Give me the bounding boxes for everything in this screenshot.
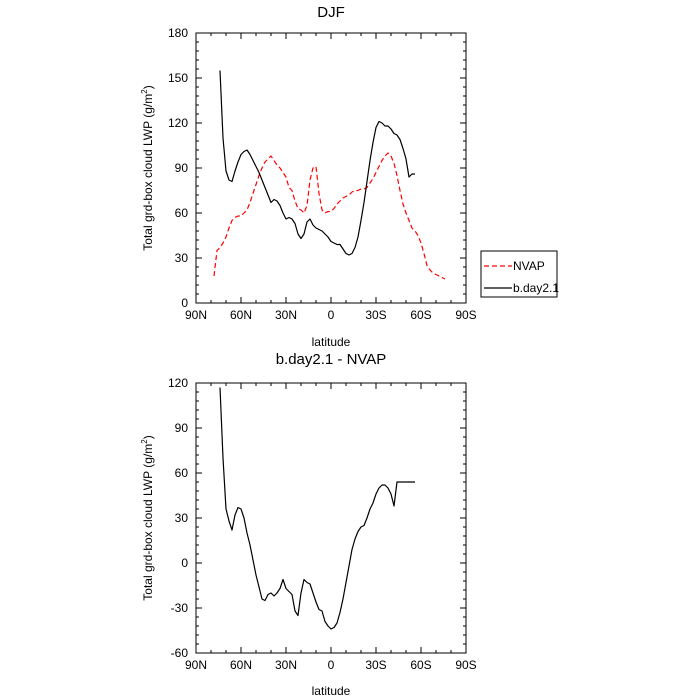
- difference-y-label-close: ): [141, 435, 155, 439]
- difference-y-tick-label: 90: [175, 421, 189, 435]
- difference-x-tick-label: 60S: [410, 658, 431, 672]
- djf-y-tick-label: 0: [181, 296, 188, 310]
- djf-series-line-nvap: [213, 152, 446, 280]
- difference-x-tick-label: 90S: [455, 658, 476, 672]
- difference-y-tick-label: 0: [181, 556, 188, 570]
- difference-x-tick-label: 0: [328, 658, 335, 672]
- djf-y-label-sup: 2: [140, 89, 149, 94]
- djf-series-line-b-day2-1: [219, 70, 415, 256]
- djf-x-tick-label: 30N: [275, 308, 297, 322]
- difference-y-tick-label: 30: [175, 511, 189, 525]
- djf-chart-title: DJF: [317, 4, 345, 21]
- difference-lines: [219, 387, 415, 630]
- difference-y-tick-label: -60: [171, 646, 189, 660]
- djf-x-tick-label: 90S: [455, 308, 476, 322]
- difference-y-tick-label: -30: [171, 601, 189, 615]
- djf-x-tick-label: 90N: [185, 308, 207, 322]
- difference-x-tick-label: 30S: [365, 658, 386, 672]
- djf-y-label-close: ): [141, 85, 155, 89]
- legend-bday-label: b.day2.1: [513, 281, 559, 295]
- difference-panel: b.day2.1 - NVAP 90N 60N 30N 0 30S 60S 90S -60 -3…: [140, 351, 477, 698]
- difference-y-tick-label: 120: [168, 376, 188, 390]
- difference-chart-title: b.day2.1 - NVAP: [276, 351, 387, 368]
- djf-x-tick-label: 60S: [410, 308, 431, 322]
- difference-y-tick-label: 60: [175, 466, 189, 480]
- djf-y-tick-label: 60: [175, 206, 189, 220]
- djf-y-tick-label: 30: [175, 251, 189, 265]
- djf-x-axis-label: latitude: [312, 335, 351, 349]
- djf-panel: DJF 90N 60N 30N 0 30S 60S 90S0306090120150180 …: [140, 4, 477, 349]
- difference-x-tick-label: 30N: [275, 658, 297, 672]
- difference-y-label-sup: 2: [140, 439, 149, 444]
- djf-x-tick-label: 0: [328, 308, 335, 322]
- difference-x-axis-label: latitude: [312, 684, 351, 698]
- djf-y-tick-label: 90: [175, 161, 189, 175]
- djf-x-tick-label: 60N: [230, 308, 252, 322]
- difference-ticks: 90N 60N 30N 0 30S 60S 90S -60 -30 0 30 60 90 120: [168, 376, 477, 672]
- djf-y-label-main: Total grd-box cloud LWP (g/m: [141, 94, 155, 251]
- legend-box: [480, 250, 558, 298]
- djf-y-tick-label: 180: [168, 26, 188, 40]
- djf-lines: [213, 70, 446, 280]
- djf-y-tick-label: 150: [168, 71, 188, 85]
- difference-y-label-main: Total grd-box cloud LWP (g/m: [141, 444, 155, 601]
- difference-x-tick-label: 60N: [230, 658, 252, 672]
- difference-y-axis-label: Total grd-box cloud LWP (g/m2): [140, 435, 155, 600]
- difference-plot-frame: [195, 382, 467, 654]
- djf-y-tick-label: 120: [168, 116, 188, 130]
- djf-ticks: 90N 60N 30N 0 30S 60S 90S 0 30 60 90 120 150 180: [168, 26, 477, 322]
- difference-series-line-b-day2-1-nvap: [219, 387, 415, 630]
- difference-x-tick-label: 90N: [185, 658, 207, 672]
- legend: NVAP b.day2.1: [480, 250, 559, 298]
- djf-y-axis-label: Total grd-box cloud LWP (g/m2): [140, 85, 155, 250]
- djf-x-tick-label: 30S: [365, 308, 386, 322]
- legend-nvap-label: NVAP: [513, 259, 545, 273]
